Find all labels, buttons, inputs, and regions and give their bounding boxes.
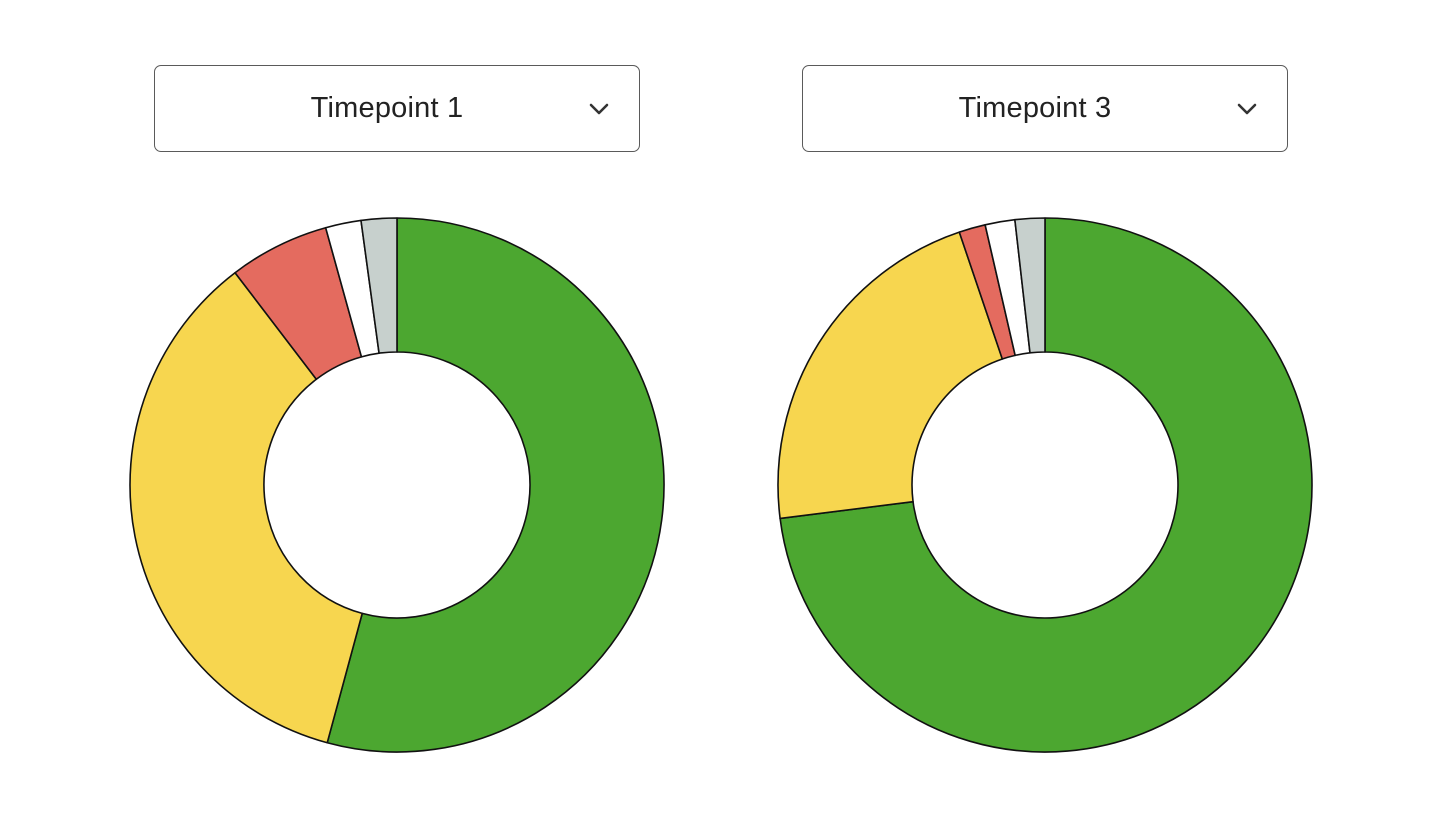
chart-panel-right: Timepoint 3 — [721, 0, 1369, 819]
timepoint-select-left[interactable]: Timepoint 1 — [154, 65, 640, 152]
donut-slice-green — [326, 217, 665, 753]
donut-chart-timepoint-3 — [777, 217, 1313, 753]
donut-chart-timepoint-1 — [129, 217, 665, 753]
donut-slice-yellow — [129, 271, 364, 744]
chevron-down-icon[interactable] — [587, 98, 611, 120]
timepoint-select-right[interactable]: Timepoint 3 — [802, 65, 1288, 152]
timepoint-select-value: Timepoint 3 — [958, 92, 1112, 124]
timepoint-select-value: Timepoint 1 — [310, 92, 464, 124]
donut-slice-yellow — [777, 231, 1004, 520]
donut-slice-green — [779, 217, 1313, 753]
chevron-down-icon[interactable] — [1235, 98, 1259, 120]
chart-panel-left: Timepoint 1 — [73, 0, 721, 819]
donut-slice-gray — [1014, 217, 1046, 354]
donut-slice-gray — [360, 217, 398, 355]
